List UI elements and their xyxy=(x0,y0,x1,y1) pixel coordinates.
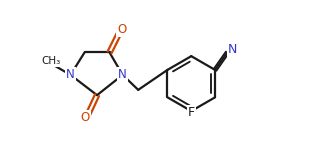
Text: N: N xyxy=(118,68,127,81)
Text: F: F xyxy=(188,106,195,119)
Text: N: N xyxy=(228,43,237,56)
Text: O: O xyxy=(118,23,127,36)
Text: O: O xyxy=(80,111,90,124)
Text: N: N xyxy=(66,68,75,81)
Text: CH₃: CH₃ xyxy=(42,56,61,66)
